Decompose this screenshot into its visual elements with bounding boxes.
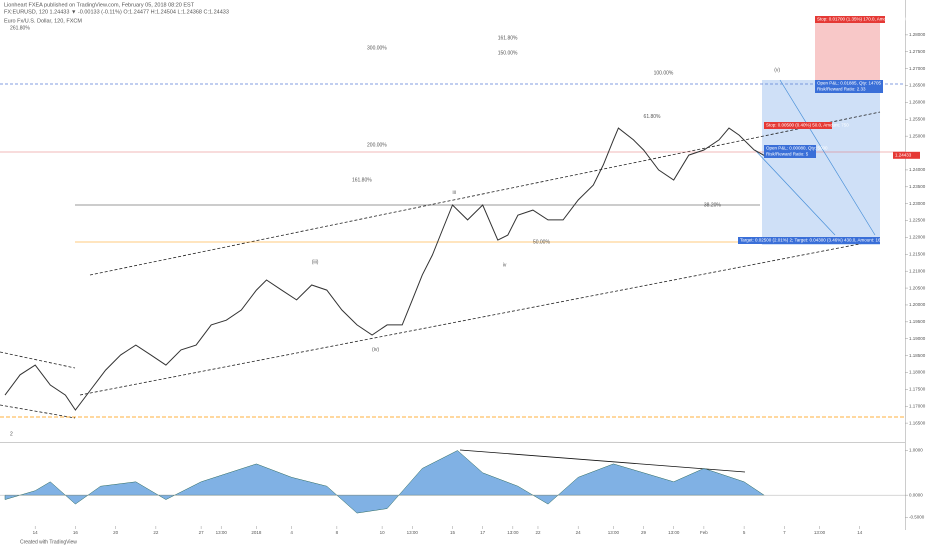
y-tick-label: -0.5000: [909, 515, 925, 520]
label-box: [764, 122, 832, 129]
y-tick-label: 1.21500: [909, 252, 926, 257]
annotation: 261.80%: [10, 25, 30, 31]
pnl-label: Open P&L: 0.01885, Qty: 14705: [817, 81, 882, 86]
x-tick-label: 22: [535, 530, 541, 535]
y-tick-label: 1.28000: [909, 32, 926, 37]
y-tick-label: 1.25000: [909, 133, 926, 138]
y-tick-label: 1.20000: [909, 302, 926, 307]
y-tick-label: 1.19000: [909, 336, 926, 341]
x-tick-label: 29: [641, 530, 647, 535]
y-tick-label: 1.22500: [909, 218, 926, 223]
y-tick-label: 1.18500: [909, 353, 926, 358]
y-tick-label: 1.0000: [909, 448, 923, 453]
annotation: 150.00%: [498, 50, 518, 56]
divergence-line: [459, 449, 746, 473]
annotation: (iv): [372, 347, 379, 353]
annotation: (iii): [312, 259, 319, 265]
y-tick-label: 1.17000: [909, 403, 926, 408]
footer: Created with TradingView: [20, 539, 77, 545]
x-tick-label: 7: [783, 530, 786, 535]
channel-upper: [89, 111, 881, 276]
trend-line: [0, 404, 76, 419]
label-box: [738, 237, 880, 244]
last-price-box: [893, 151, 920, 159]
target-zone: [762, 80, 880, 245]
y-tick-label: 1.17500: [909, 387, 926, 392]
price-line: [4, 127, 765, 411]
panel-divider: [0, 442, 905, 443]
x-tick-label: 17: [480, 530, 486, 535]
quote: FX:EURUSD, 120 1.24433 ▼ -0.00133 (-0.11…: [4, 9, 229, 15]
y-tick-label: 1.25500: [909, 116, 926, 121]
target-label: Target: 0.02500 (2.01%) 2; Target: 0.043…: [740, 238, 892, 243]
annotation: 38.20%: [704, 202, 722, 208]
stop-zone: [815, 18, 880, 80]
rr-label: Risk/Reward Ratio: 2.33: [817, 87, 866, 92]
published: Lionheart FXEA published on TradingView.…: [4, 2, 195, 8]
symbol: Euro Fx/U.S. Dollar, 120, FXCM: [4, 18, 82, 24]
annotation: 300.00%: [367, 45, 387, 51]
annotation: 161.80%: [352, 177, 372, 183]
oscillator-area: [4, 450, 765, 514]
y-tick-label: 1.23000: [909, 201, 926, 206]
x-tick-label: 8: [336, 530, 339, 535]
y-tick-label: 1.22000: [909, 235, 926, 240]
x-tick-label: 10: [380, 530, 386, 535]
x-tick-label: 13:00: [216, 530, 228, 535]
x-tick-label: 24: [576, 530, 582, 535]
y-tick-label: 1.18000: [909, 370, 926, 375]
axis-divider: [905, 0, 906, 530]
y-tick-label: 1.20500: [909, 285, 926, 290]
x-tick-label: 13:00: [507, 530, 519, 535]
annotation: 50.00%: [533, 239, 551, 245]
x-tick-label: 14: [33, 530, 39, 535]
annotation: 200.00%: [367, 142, 387, 148]
x-tick-label: 13:00: [407, 530, 419, 535]
y-tick-label: 1.26500: [909, 83, 926, 88]
last-price-label: 1.24433: [895, 152, 912, 157]
x-tick-label: 13:00: [608, 530, 620, 535]
label-box: [815, 16, 885, 23]
stop-label: Stop: 0.00500 (0.40%) 50.0, Amount: 750: [766, 123, 849, 128]
x-tick-label: 15: [450, 530, 456, 535]
x-tick-label: Feb: [700, 530, 708, 535]
arrow: [754, 149, 836, 236]
y-tick-label: 1.21000: [909, 268, 926, 273]
x-tick-label: 20: [113, 530, 119, 535]
annotation: 100.00%: [654, 70, 674, 76]
x-tick-label: 13:00: [668, 530, 680, 535]
y-tick-label: 1.26000: [909, 100, 926, 105]
label-box: [815, 80, 883, 93]
y-tick-label: 0.0000: [909, 492, 923, 497]
annotation: 61.80%: [644, 114, 662, 120]
x-tick-label: 4: [290, 530, 293, 535]
rr-label: Risk/Reward Ratio: 5: [766, 152, 809, 157]
x-tick-label: 14: [857, 530, 863, 535]
annotation: iii: [453, 190, 456, 196]
annotation: 2: [10, 431, 13, 437]
annotation: iv: [503, 262, 507, 268]
label-box: [764, 145, 816, 158]
stop-label: Stop: 0.01700 (1.35%) 170.0, Amount: 750…: [817, 17, 909, 22]
pnl-label: Open P&L: 0.00080, Qty: 5000: [766, 146, 828, 151]
y-tick-label: 1.24000: [909, 167, 926, 172]
y-tick-label: 1.27000: [909, 66, 926, 71]
y-tick-label: 1.27500: [909, 49, 926, 54]
x-tick-label: 5: [743, 530, 746, 535]
x-tick-label: 13:00: [814, 530, 826, 535]
channel-lower: [79, 239, 881, 396]
y-tick-label: 1.19500: [909, 319, 926, 324]
x-tick-label: 2018: [251, 530, 262, 535]
arrow: [779, 79, 876, 236]
trend-line: [0, 351, 76, 369]
x-tick-label: 22: [153, 530, 159, 535]
x-tick-label: 16: [73, 530, 79, 535]
y-tick-label: 1.16500: [909, 420, 926, 425]
x-tick-label: 27: [199, 530, 205, 535]
annotation: 161.80%: [498, 36, 518, 42]
y-tick-label: 1.23500: [909, 184, 926, 189]
annotation: (v): [774, 67, 780, 73]
